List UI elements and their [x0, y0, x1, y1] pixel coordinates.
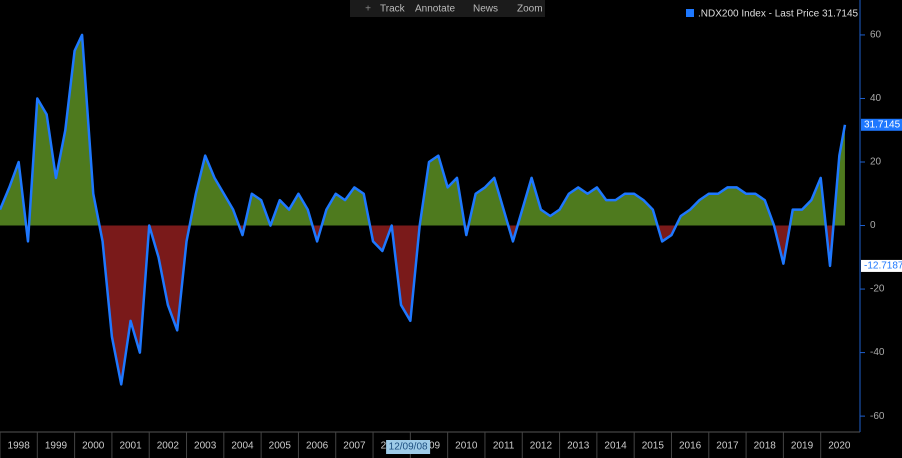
- y-tick-label: 40: [870, 93, 882, 104]
- cursor-label: 12/09/08: [389, 442, 428, 453]
- y-tick-label: -20: [870, 284, 885, 295]
- value-marker-box: [861, 259, 902, 272]
- x-tick-label: 2011: [493, 441, 515, 452]
- x-tick-label: 2001: [119, 441, 142, 452]
- x-tick-label: 2005: [269, 441, 292, 452]
- x-tick-label: 2010: [455, 441, 478, 452]
- x-tick-label: 2007: [343, 441, 366, 452]
- y-tick-label: -40: [870, 347, 885, 358]
- y-tick-label: -60: [870, 411, 885, 422]
- toolbar-annotate[interactable]: Annotate: [415, 4, 455, 15]
- toolbar-news[interactable]: News: [473, 4, 498, 15]
- x-tick-label: 2015: [642, 441, 665, 452]
- x-tick-label: 1999: [45, 441, 68, 452]
- x-tick-label: 2002: [157, 441, 180, 452]
- x-tick-label: 2016: [679, 441, 702, 452]
- x-tick-label: 2013: [567, 441, 590, 452]
- y-tick-label: 20: [870, 157, 882, 168]
- value-marker-label: -12.7187: [864, 261, 902, 272]
- x-tick-label: 2006: [306, 441, 329, 452]
- x-tick-label: 2019: [791, 441, 814, 452]
- value-marker-label: 31.7145: [864, 119, 901, 130]
- x-tick-label: 2014: [604, 441, 627, 452]
- legend-swatch: [686, 9, 694, 17]
- toolbar-zoom[interactable]: Zoom: [517, 4, 543, 15]
- value-marker-box: [861, 118, 902, 131]
- x-tick-label: 2004: [231, 441, 254, 452]
- cursor-box: [386, 440, 431, 454]
- toolbar-icon: +: [365, 4, 371, 15]
- toolbar: [350, 0, 545, 17]
- legend-label: .NDX200 Index - Last Price 31.7145: [698, 9, 859, 20]
- x-tick-label: 2018: [754, 441, 777, 452]
- area-positive: [0, 34, 845, 226]
- x-tick-label: 1998: [8, 441, 31, 452]
- y-tick-label: 60: [870, 30, 882, 41]
- x-tick-label: 2003: [194, 441, 217, 452]
- x-tick-label: 2017: [716, 441, 739, 452]
- x-tick-label: 2020: [828, 441, 851, 452]
- area-negative: [26, 225, 834, 385]
- x-tick-label: 2012: [530, 441, 553, 452]
- toolbar-track[interactable]: Track: [380, 4, 406, 15]
- y-tick-label: 0: [870, 220, 876, 231]
- line: [0, 33, 847, 386]
- x-tick-label: 2000: [82, 441, 105, 452]
